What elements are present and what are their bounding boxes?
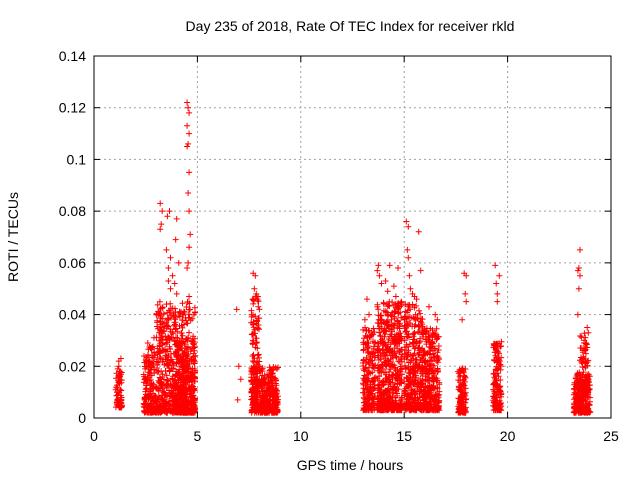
y-tick-label: 0.1 (67, 151, 87, 167)
x-tick-label: 15 (396, 428, 412, 444)
y-axis-label: ROTI / TECUs (5, 192, 21, 282)
x-tick-label: 25 (603, 428, 619, 444)
x-tick-label: 5 (194, 428, 202, 444)
x-axis-label: GPS time / hours (297, 457, 404, 473)
x-tick-label: 20 (500, 428, 516, 444)
x-tick-label: 0 (90, 428, 98, 444)
chart-title: Day 235 of 2018, Rate Of TEC Index for r… (186, 18, 515, 34)
y-tick-label: 0.14 (59, 48, 86, 64)
plot-frame (93, 55, 612, 419)
y-tick-label: 0.08 (59, 203, 86, 219)
y-tick-label: 0 (78, 410, 86, 426)
y-tick-label: 0.04 (59, 307, 86, 323)
axis-ticks: 0 5 10 15 20 25 0 0.02 0.04 0.06 0.08 0.1 0.12 0.14 (59, 48, 619, 444)
y-tick-label: 0.12 (59, 100, 86, 116)
scatter-markers (112, 99, 594, 416)
y-tick-label: 0.06 (59, 255, 86, 271)
y-tick-label: 0.02 (59, 358, 86, 374)
data-points (112, 99, 594, 416)
x-tick-label: 10 (293, 428, 309, 444)
